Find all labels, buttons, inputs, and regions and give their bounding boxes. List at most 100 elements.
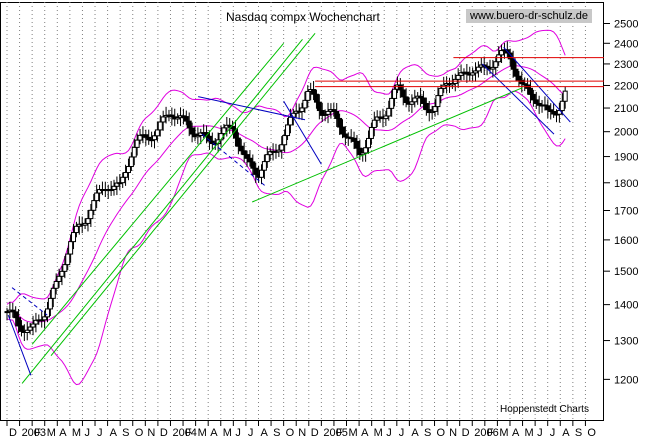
- candle-body: [146, 136, 152, 141]
- candle-body: [33, 319, 39, 325]
- x-tick-label: M: [47, 427, 56, 439]
- x-tick-label: A: [361, 427, 369, 439]
- candle-body: [24, 329, 30, 333]
- uptrend-channel-lower: [31, 42, 285, 345]
- x-tick-label: M: [72, 427, 81, 439]
- candle-body: [392, 88, 398, 99]
- candle-body: [311, 89, 317, 95]
- candle-body: [337, 117, 343, 128]
- candle-body: [339, 126, 345, 135]
- candle-body: [209, 140, 215, 145]
- candle-body: [47, 297, 53, 310]
- candle-body: [386, 107, 392, 117]
- watermark-url: www.buero-dr-schulz.de: [466, 9, 592, 23]
- candle-body: [507, 52, 513, 60]
- candle-body: [409, 101, 415, 105]
- candle-body: [183, 116, 189, 122]
- y-tick-label: 2400: [614, 38, 638, 50]
- candle-body: [363, 147, 369, 154]
- candle-body: [562, 90, 568, 102]
- x-tick-label: S: [122, 427, 129, 439]
- candle-body: [545, 105, 551, 111]
- candle-body: [149, 139, 155, 142]
- x-tick-label: F: [34, 427, 41, 439]
- uptrend-channel-upper-2: [50, 32, 316, 357]
- candle-body: [94, 192, 100, 202]
- plot-frame: [0, 2, 604, 421]
- candle-body: [111, 185, 117, 191]
- candle-body: [351, 137, 357, 142]
- x-tick-label: O: [587, 427, 596, 439]
- y-tick-label: 2200: [614, 80, 638, 92]
- x-tick-label: S: [273, 427, 280, 439]
- candle-body: [91, 200, 97, 211]
- x-tick-label: J: [550, 427, 556, 439]
- uptrend-channel-upper: [21, 38, 303, 384]
- candle-body: [13, 311, 19, 319]
- candle-body: [287, 116, 293, 126]
- candle-body: [250, 161, 256, 169]
- candle-body: [117, 182, 123, 185]
- candle-body: [530, 93, 536, 101]
- candle-body: [527, 87, 533, 95]
- x-tick-label: A: [59, 427, 67, 439]
- candle-body: [322, 113, 328, 116]
- chart-title: Nasdaq compx Wochenchart: [226, 10, 380, 24]
- candle-body: [261, 161, 267, 171]
- x-tick-label: D: [311, 427, 319, 439]
- downtrend-line-2006: [503, 47, 571, 123]
- candle-body: [30, 323, 36, 328]
- candle-body: [125, 166, 131, 174]
- candle-body: [412, 97, 418, 103]
- candle-body: [548, 109, 554, 112]
- candle-body: [97, 189, 103, 194]
- candle-body: [354, 140, 360, 149]
- x-tick-label: D: [462, 427, 470, 439]
- candle-body: [50, 287, 56, 299]
- candle-body: [397, 84, 403, 91]
- candle-body: [221, 127, 227, 135]
- candle-body: [496, 54, 502, 63]
- candle-body: [342, 133, 348, 138]
- candle-body: [18, 325, 24, 332]
- x-tick-label: M: [525, 427, 534, 439]
- candle-body: [374, 116, 380, 121]
- x-tick-label: O: [135, 427, 144, 439]
- x-tick-label: D: [160, 427, 168, 439]
- candle-body: [244, 154, 250, 159]
- candle-body: [522, 83, 528, 86]
- x-tick-label: S: [424, 427, 431, 439]
- x-tick-label: F: [336, 427, 343, 439]
- x-tick-label: A: [411, 427, 419, 439]
- candle-body: [82, 222, 88, 226]
- candle-body: [464, 71, 470, 75]
- candle-body: [551, 110, 557, 115]
- x-tick-label: J: [248, 427, 254, 439]
- candle-body: [120, 176, 126, 184]
- y-tick-label: 1300: [614, 336, 638, 348]
- x-tick-label: M: [499, 427, 508, 439]
- candle-body: [44, 308, 50, 318]
- x-tick-label: 2004: [172, 427, 196, 439]
- candle-body: [85, 218, 91, 224]
- x-tick-label: O: [437, 427, 446, 439]
- x-tick-label: M: [223, 427, 232, 439]
- candle-body: [154, 129, 160, 137]
- candle-body: [169, 114, 175, 118]
- candle-body: [420, 97, 426, 104]
- candle-body: [143, 134, 149, 138]
- candle-body: [389, 97, 395, 109]
- candle-body: [458, 72, 464, 76]
- y-tick-label: 1200: [614, 374, 638, 386]
- candle-body: [285, 124, 291, 137]
- candle-body: [16, 317, 22, 327]
- candle-body: [175, 117, 181, 120]
- candle-body: [134, 139, 140, 148]
- candle-body: [331, 109, 337, 113]
- bollinger-upper-band: [6, 29, 566, 305]
- candle-body: [39, 319, 45, 322]
- candle-body: [253, 167, 259, 175]
- y-tick-label: 2000: [614, 127, 638, 139]
- bollinger-lower-band: [6, 90, 566, 386]
